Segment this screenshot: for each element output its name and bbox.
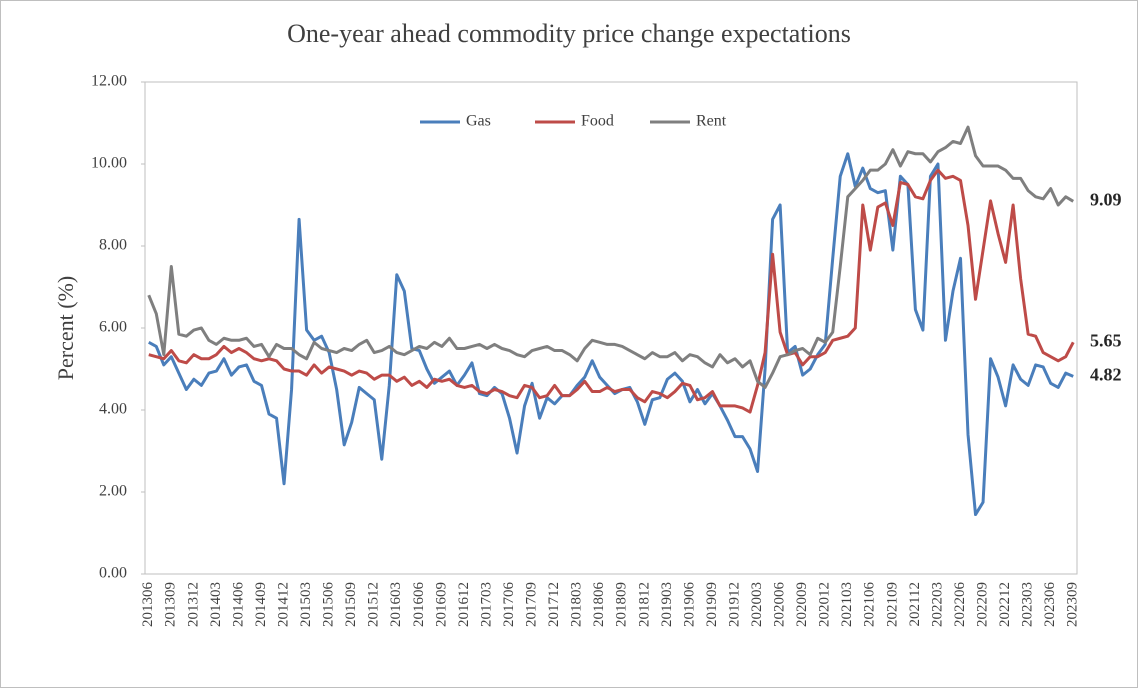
x-tick-label: 201803 (569, 582, 585, 627)
legend-label: Food (581, 113, 614, 130)
y-tick-label: 0.00 (99, 565, 127, 582)
x-tick-label: 201503 (298, 582, 314, 627)
x-tick-label: 201809 (614, 582, 630, 627)
x-tick-label: 201909 (704, 582, 720, 627)
x-tick-label: 201312 (185, 582, 201, 627)
end-label: 4.82 (1090, 365, 1122, 385)
x-tick-label: 201412 (275, 582, 291, 627)
end-label: 5.65 (1090, 330, 1122, 350)
x-tick-label: 202012 (817, 582, 833, 627)
chart-title: One-year ahead commodity price change ex… (287, 19, 851, 48)
x-tick-label: 201506 (321, 582, 337, 628)
y-tick-label: 12.00 (91, 73, 127, 90)
x-tick-label: 201912 (726, 582, 742, 627)
legend-label: Rent (696, 113, 727, 130)
x-tick-label: 201612 (456, 582, 472, 627)
x-tick-label: 201712 (546, 582, 562, 627)
x-tick-label: 202112 (907, 582, 923, 626)
y-axis-label: Percent (%) (53, 276, 78, 380)
x-tick-label: 201509 (343, 582, 359, 627)
y-tick-label: 10.00 (91, 155, 127, 172)
end-label: 9.09 (1090, 189, 1122, 209)
x-tick-label: 201409 (253, 582, 269, 627)
x-tick-label: 202203 (929, 582, 945, 627)
x-tick-label: 202212 (997, 582, 1013, 627)
y-tick-label: 6.00 (99, 319, 127, 336)
legend-label: Gas (466, 113, 491, 130)
x-tick-label: 201406 (230, 582, 246, 628)
x-tick-label: 201403 (208, 582, 224, 627)
x-tick-label: 201709 (524, 582, 540, 627)
y-tick-label: 2.00 (99, 483, 127, 500)
x-tick-label: 202206 (952, 582, 968, 628)
x-tick-label: 201512 (366, 582, 382, 627)
x-tick-label: 202303 (1020, 582, 1036, 627)
y-tick-label: 4.00 (99, 401, 127, 418)
x-tick-label: 201903 (659, 582, 675, 627)
x-tick-label: 201603 (388, 582, 404, 627)
series-line (148, 168, 1075, 414)
x-tick-label: 201812 (636, 582, 652, 627)
x-tick-label: 202109 (884, 582, 900, 627)
x-tick-label: 201609 (433, 582, 449, 627)
x-tick-label: 202309 (1065, 582, 1081, 627)
x-tick-label: 201906 (681, 582, 697, 628)
x-tick-label: 202106 (862, 582, 878, 628)
x-tick-label: 201606 (411, 582, 427, 628)
x-tick-label: 201806 (591, 582, 607, 628)
y-tick-label: 8.00 (99, 237, 127, 254)
x-tick-label: 201309 (163, 582, 179, 627)
x-tick-label: 202306 (1042, 582, 1058, 628)
x-tick-label: 201703 (478, 582, 494, 627)
x-tick-label: 201306 (140, 582, 156, 628)
x-tick-label: 202103 (839, 582, 855, 627)
x-tick-label: 202006 (772, 582, 788, 628)
x-tick-label: 202009 (794, 582, 810, 627)
x-tick-label: 201706 (501, 582, 517, 628)
x-tick-label: 202209 (974, 582, 990, 627)
x-tick-label: 202003 (749, 582, 765, 627)
series-line (147, 125, 1075, 389)
